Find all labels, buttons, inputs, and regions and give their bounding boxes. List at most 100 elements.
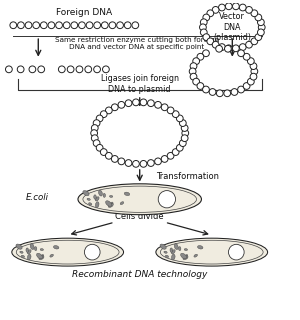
- Ellipse shape: [172, 254, 175, 260]
- Circle shape: [251, 68, 258, 75]
- Circle shape: [117, 22, 123, 28]
- Text: Same restriction enzyme cutting both foreign
DNA and vector DNA at specific poin: Same restriction enzyme cutting both for…: [55, 37, 219, 50]
- Circle shape: [209, 89, 216, 95]
- Text: E.coli: E.coli: [26, 193, 49, 202]
- Circle shape: [63, 22, 70, 28]
- Ellipse shape: [12, 238, 124, 266]
- Circle shape: [181, 125, 188, 132]
- Circle shape: [101, 22, 108, 28]
- Circle shape: [17, 22, 24, 28]
- Circle shape: [161, 104, 168, 111]
- Ellipse shape: [185, 254, 188, 259]
- Ellipse shape: [183, 256, 188, 260]
- Circle shape: [38, 66, 45, 73]
- Circle shape: [212, 6, 219, 13]
- Ellipse shape: [164, 251, 167, 253]
- Ellipse shape: [110, 196, 113, 197]
- Ellipse shape: [50, 254, 53, 257]
- Circle shape: [67, 66, 74, 73]
- Circle shape: [93, 120, 100, 126]
- Ellipse shape: [181, 253, 187, 259]
- Ellipse shape: [83, 190, 89, 196]
- Ellipse shape: [194, 254, 197, 257]
- Circle shape: [200, 29, 207, 36]
- Circle shape: [118, 101, 125, 108]
- Circle shape: [106, 107, 112, 114]
- Circle shape: [189, 68, 196, 75]
- Circle shape: [251, 38, 258, 45]
- Ellipse shape: [94, 195, 96, 199]
- Circle shape: [148, 100, 154, 107]
- Circle shape: [109, 22, 116, 28]
- Circle shape: [125, 100, 132, 107]
- Circle shape: [181, 135, 188, 141]
- Ellipse shape: [87, 198, 90, 200]
- Circle shape: [248, 78, 254, 85]
- Ellipse shape: [160, 244, 166, 249]
- Circle shape: [224, 90, 231, 97]
- Ellipse shape: [103, 193, 106, 197]
- Circle shape: [239, 4, 246, 11]
- Circle shape: [106, 152, 112, 159]
- Circle shape: [255, 34, 262, 41]
- Circle shape: [92, 135, 98, 141]
- Circle shape: [257, 29, 264, 36]
- Circle shape: [111, 104, 118, 111]
- Circle shape: [172, 149, 179, 156]
- Circle shape: [197, 83, 204, 89]
- Circle shape: [79, 22, 85, 28]
- Circle shape: [239, 44, 246, 51]
- Circle shape: [111, 156, 118, 162]
- Circle shape: [251, 10, 258, 17]
- Circle shape: [10, 22, 17, 28]
- Ellipse shape: [41, 254, 44, 259]
- Ellipse shape: [124, 192, 130, 196]
- Ellipse shape: [37, 253, 43, 259]
- Circle shape: [133, 161, 139, 167]
- Ellipse shape: [108, 204, 113, 207]
- Circle shape: [246, 6, 252, 13]
- Ellipse shape: [95, 197, 99, 201]
- Ellipse shape: [106, 201, 112, 206]
- Circle shape: [224, 45, 231, 52]
- Ellipse shape: [34, 247, 37, 251]
- Circle shape: [229, 244, 244, 260]
- Circle shape: [246, 41, 252, 48]
- Circle shape: [203, 14, 210, 21]
- Circle shape: [232, 3, 239, 10]
- Circle shape: [212, 41, 219, 48]
- Circle shape: [231, 89, 238, 95]
- Circle shape: [207, 10, 214, 17]
- Circle shape: [71, 22, 78, 28]
- Circle shape: [118, 158, 125, 165]
- Circle shape: [243, 53, 250, 60]
- Text: Vector
DNA
(plasmid): Vector DNA (plasmid): [213, 12, 251, 42]
- Circle shape: [93, 140, 100, 147]
- Circle shape: [167, 107, 174, 114]
- Ellipse shape: [184, 249, 188, 251]
- Circle shape: [216, 90, 223, 97]
- Circle shape: [84, 244, 100, 260]
- Circle shape: [200, 24, 206, 31]
- Ellipse shape: [156, 238, 268, 266]
- Circle shape: [202, 50, 209, 57]
- Ellipse shape: [20, 251, 23, 253]
- Circle shape: [58, 66, 65, 73]
- Circle shape: [218, 4, 225, 11]
- Circle shape: [248, 58, 254, 65]
- Ellipse shape: [21, 255, 25, 258]
- Circle shape: [92, 125, 98, 132]
- Circle shape: [125, 160, 132, 166]
- Ellipse shape: [27, 254, 31, 260]
- Circle shape: [172, 111, 179, 117]
- Ellipse shape: [110, 202, 113, 206]
- Ellipse shape: [95, 202, 99, 208]
- Ellipse shape: [178, 247, 181, 251]
- Circle shape: [17, 66, 24, 73]
- Circle shape: [148, 160, 154, 166]
- Circle shape: [193, 58, 200, 65]
- Circle shape: [225, 45, 232, 52]
- Circle shape: [158, 191, 175, 208]
- Circle shape: [85, 66, 92, 73]
- Ellipse shape: [171, 250, 175, 254]
